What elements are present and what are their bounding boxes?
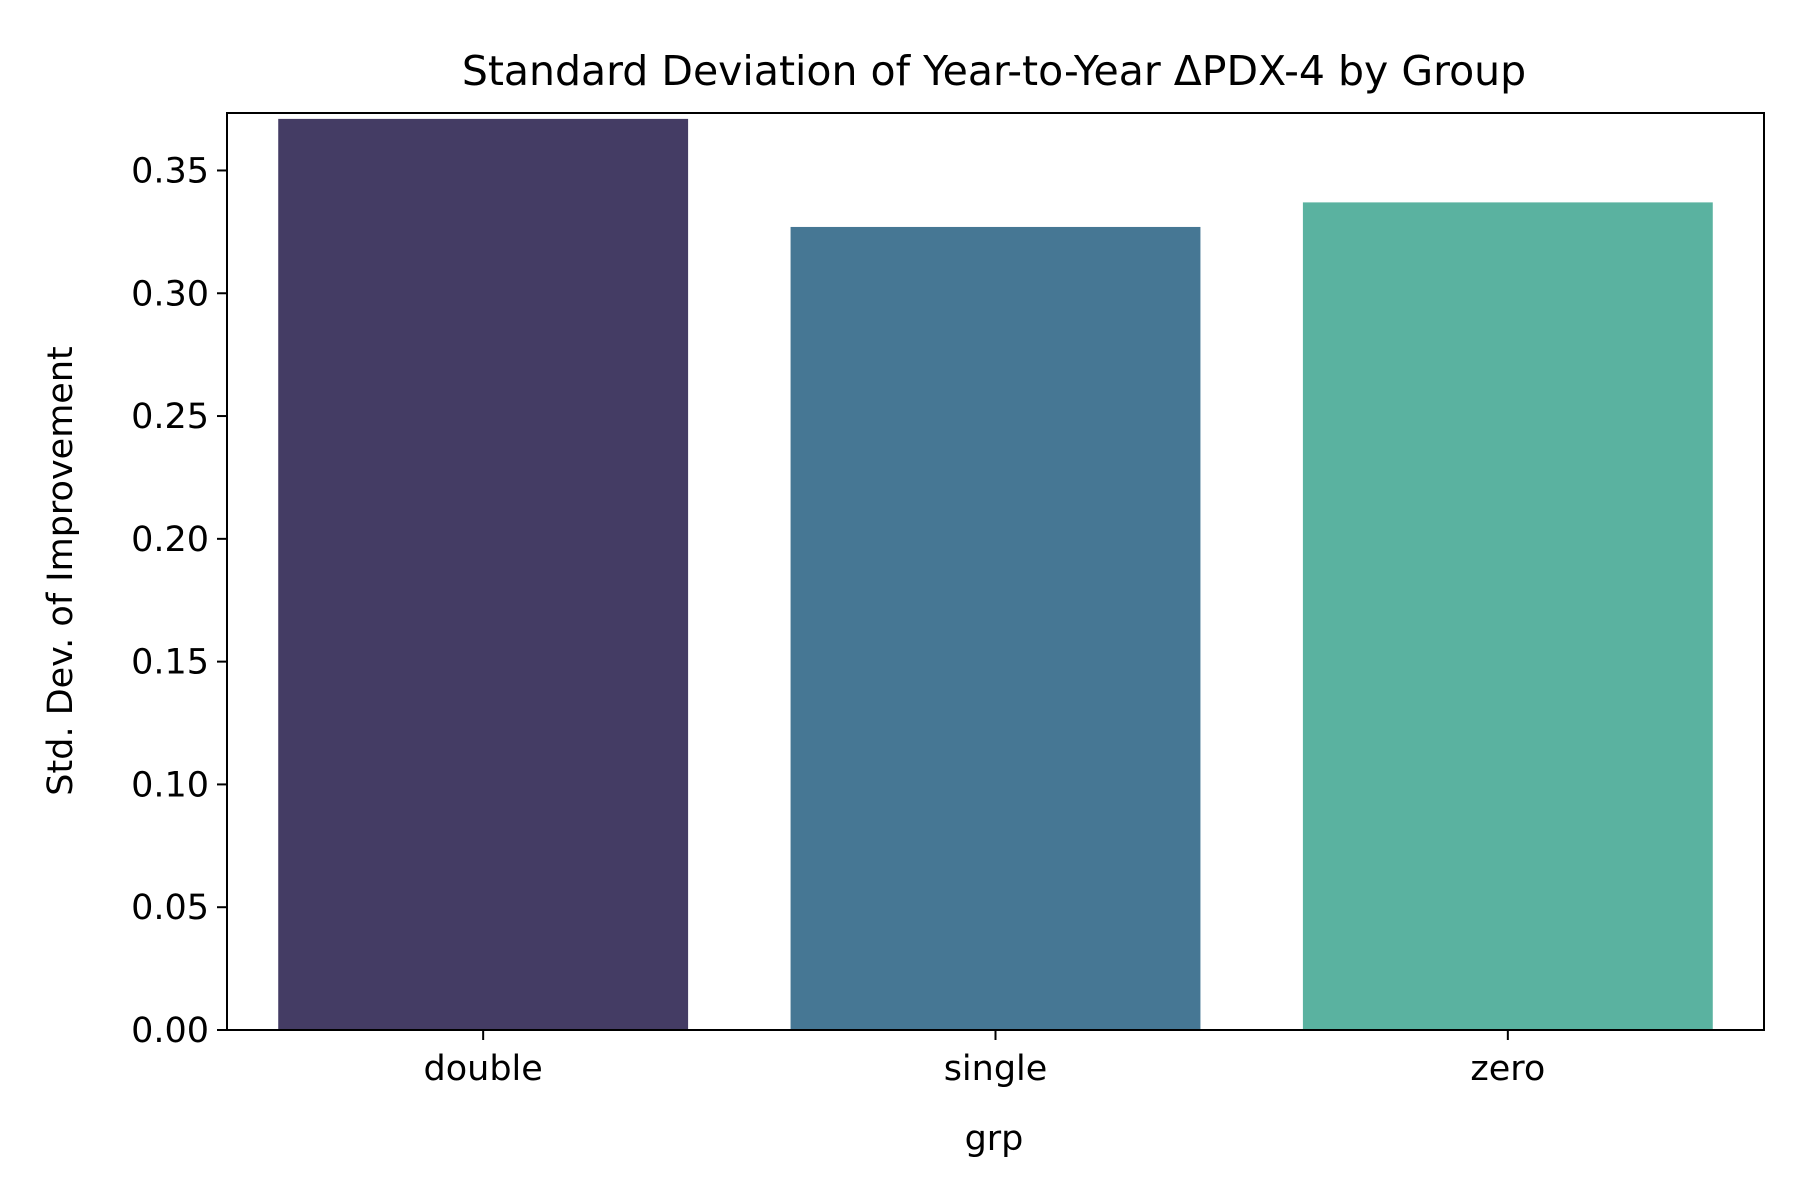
plot-area: [278, 118, 1713, 1030]
y-axis-title: Std. Dev. of Improvement: [41, 346, 81, 795]
plot-frame: [226, 112, 1765, 1031]
x-tick-label-double: double: [424, 1049, 543, 1089]
y-tick-label: 0.35: [131, 151, 209, 191]
bar-zero: [1302, 202, 1713, 1030]
x-tick-label-zero: zero: [1470, 1049, 1545, 1089]
chart-title: Standard Deviation of Year-to-Year ΔPDX-…: [462, 47, 1526, 95]
x-axis: double single zero: [424, 1030, 1545, 1089]
y-tick-label: 0.25: [131, 397, 209, 437]
y-tick-label: 0.05: [131, 888, 209, 928]
x-tick-label-single: single: [944, 1049, 1048, 1089]
x-axis-title: grp: [965, 1119, 1024, 1159]
y-tick-label: 0.30: [131, 274, 209, 314]
y-axis: 0.00 0.05 0.10 0.15 0.20 0.25 0.30 0.35: [131, 151, 227, 1051]
y-tick-label: 0.10: [131, 765, 209, 805]
y-tick-label: 0.00: [131, 1011, 209, 1051]
bar-double: [278, 118, 689, 1030]
bar-single: [790, 226, 1201, 1030]
y-tick-label: 0.20: [131, 520, 209, 560]
y-tick-label: 0.15: [131, 643, 209, 683]
